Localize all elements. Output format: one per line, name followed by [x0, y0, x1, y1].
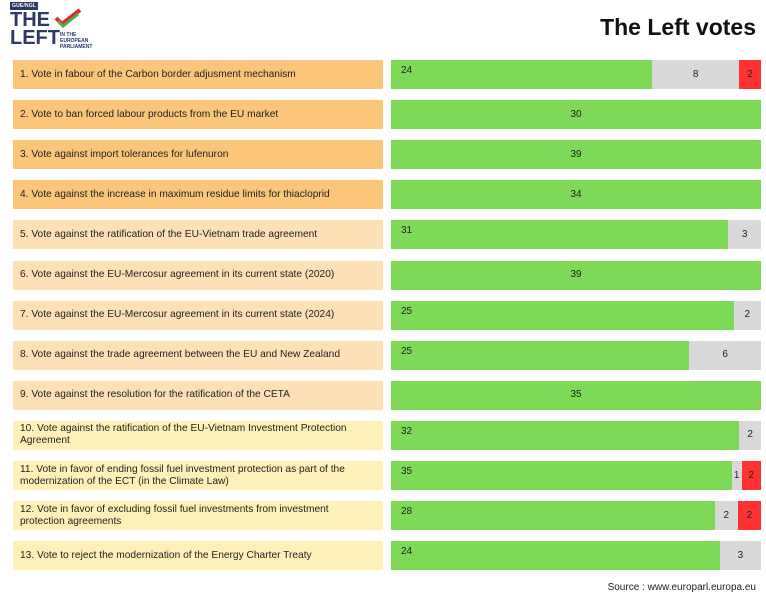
logo-sub-line-2: EUROPEAN: [60, 38, 89, 44]
bar-value-label: 35: [401, 466, 413, 477]
vote-label: 9. Vote against the resolution for the r…: [13, 380, 383, 410]
bar-abstain: 1: [731, 461, 742, 490]
logo-line-the: THE: [10, 9, 50, 31]
vote-label: 3. Vote against import tolerances for lu…: [13, 140, 383, 170]
bar-value-label: 32: [401, 425, 413, 437]
bar-for: 31: [391, 220, 729, 250]
vote-label: 5. Vote against the ratification of the …: [13, 220, 383, 250]
bar-abstain: 2: [739, 420, 761, 450]
bar-for: 39: [391, 140, 761, 170]
vote-label: 11. Vote in favor of ending fossil fuel …: [13, 461, 383, 490]
bar-abstain: 2: [714, 501, 738, 531]
bar-value-label: 1: [733, 469, 740, 481]
bar-value-label: 2: [748, 469, 755, 481]
bar-abstain: 3: [728, 220, 761, 250]
bar-value-label: 39: [570, 148, 582, 160]
logo-sub-line-3: PARLIAMENT: [60, 44, 93, 50]
vote-label: 7. Vote against the EU-Mercosur agreemen…: [13, 300, 383, 330]
vote-label: 2. Vote to ban forced labour products fr…: [13, 100, 383, 130]
vote-label: 4. Vote against the increase in maximum …: [13, 180, 383, 210]
bar-value-label: 34: [570, 188, 582, 200]
the-left-logo: GUE/NGL THE LEFT IN THE EUROPEAN PARLIAM…: [10, 2, 120, 52]
source-note: Source : www.europarl.europa.eu: [607, 582, 756, 593]
vote-label: 1. Vote in fabour of the Carbon border a…: [13, 60, 383, 89]
logo-subtitle: IN THE EUROPEAN PARLIAMENT: [60, 32, 92, 50]
bar-value-label: 2: [747, 68, 753, 80]
page-title: The Left votes: [600, 14, 756, 40]
bar-for: 24: [391, 541, 720, 571]
bar-for: 35: [391, 380, 761, 410]
bar-abstain: 3: [719, 541, 761, 571]
vote-label: 8. Vote against the trade agreement betw…: [13, 340, 383, 370]
bar-value-label: 2: [747, 429, 753, 441]
bar-value-label: 24: [401, 546, 413, 558]
logo-line-left: LEFT: [10, 27, 60, 49]
bar-value-label: 8: [692, 68, 699, 80]
bar-value-label: 31: [401, 225, 413, 237]
logo-check-icon: [54, 8, 82, 28]
bar-for: 28: [391, 501, 715, 531]
bar-abstain: 2: [733, 300, 761, 330]
bar-for: 39: [391, 260, 761, 290]
bar-value-label: 35: [570, 389, 582, 401]
vote-label: 12. Vote in favor of excluding fossil fu…: [13, 501, 383, 531]
bar-against: 2: [741, 461, 761, 490]
bar-value-label: 3: [737, 549, 744, 561]
bar-for: 34: [391, 180, 761, 210]
bar-for: 24: [391, 60, 653, 89]
bar-value-label: 2: [746, 509, 753, 521]
bar-for: 25: [391, 340, 690, 370]
bar-value-label: 30: [570, 108, 582, 120]
bar-value-label: 3: [741, 228, 748, 240]
bar-value-label: 2: [744, 309, 751, 321]
vote-label: 6. Vote against the EU-Mercosur agreemen…: [13, 260, 383, 290]
bar-value-label: 25: [401, 345, 413, 357]
logo-sub-line-1: IN THE: [60, 32, 77, 38]
bar-against: 2: [739, 60, 761, 89]
bar-for: 35: [391, 461, 732, 490]
bar-abstain: 8: [652, 60, 740, 89]
bar-abstain: 6: [689, 340, 761, 370]
bar-value-label: 2: [723, 509, 730, 521]
vote-label: 10. Vote against the ratification of the…: [13, 420, 383, 450]
vote-label: 13. Vote to reject the modernization of …: [13, 541, 383, 571]
bar-for: 32: [391, 420, 740, 450]
bar-value-label: 28: [401, 506, 413, 518]
bar-for: 25: [391, 300, 734, 330]
logo-tag: GUE/NGL: [10, 2, 39, 10]
bar-value-label: 6: [722, 349, 728, 361]
bar-value-label: 39: [570, 269, 582, 280]
bar-value-label: 25: [401, 305, 413, 317]
bar-value-label: 24: [401, 65, 413, 76]
bar-against: 2: [737, 501, 761, 531]
bar-for: 30: [391, 100, 761, 130]
